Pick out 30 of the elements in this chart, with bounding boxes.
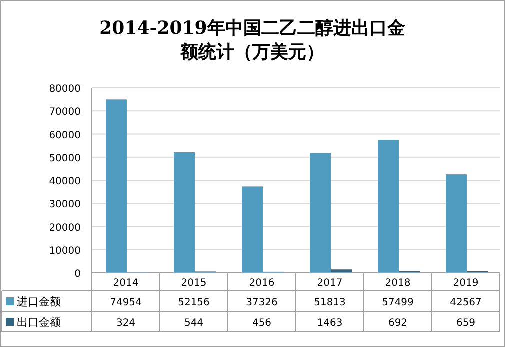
data-label: 456 <box>252 318 272 329</box>
y-tick-label: 60000 <box>49 130 81 142</box>
y-tick-label: 70000 <box>49 107 81 118</box>
y-tick-label: 80000 <box>49 84 81 95</box>
x-tick-label: 2015 <box>181 278 207 289</box>
x-tick-label: 2016 <box>249 278 275 289</box>
legend-label: 出口金额 <box>17 316 61 329</box>
x-tick-label: 2019 <box>453 278 479 289</box>
data-label: 74954 <box>110 298 142 308</box>
data-label: 52156 <box>178 298 210 308</box>
data-label: 37326 <box>246 298 278 308</box>
chart-title: 2014-2019年中国二乙二醇进出口金额统计（万美元） <box>100 18 406 63</box>
y-tick-label: 10000 <box>49 246 81 257</box>
y-tick-label: 40000 <box>49 176 81 188</box>
y-tick-label: 20000 <box>49 222 81 234</box>
y-tick-label: 30000 <box>49 200 81 211</box>
data-label: 57499 <box>382 298 414 308</box>
legend-label: 进口金额 <box>17 296 61 308</box>
data-label: 51813 <box>314 298 346 308</box>
x-tick-label: 2018 <box>385 278 411 289</box>
data-label: 659 <box>456 318 476 329</box>
data-label: 42567 <box>450 298 482 308</box>
data-label: 324 <box>116 318 136 329</box>
data-label: 544 <box>184 318 204 329</box>
data-label: 692 <box>388 318 408 329</box>
x-tick-label: 2014 <box>113 278 139 289</box>
data-label: 1463 <box>317 318 343 329</box>
y-tick-label: 50000 <box>49 153 81 164</box>
x-tick-label: 2017 <box>317 278 343 289</box>
y-tick-label: 0 <box>74 269 81 280</box>
